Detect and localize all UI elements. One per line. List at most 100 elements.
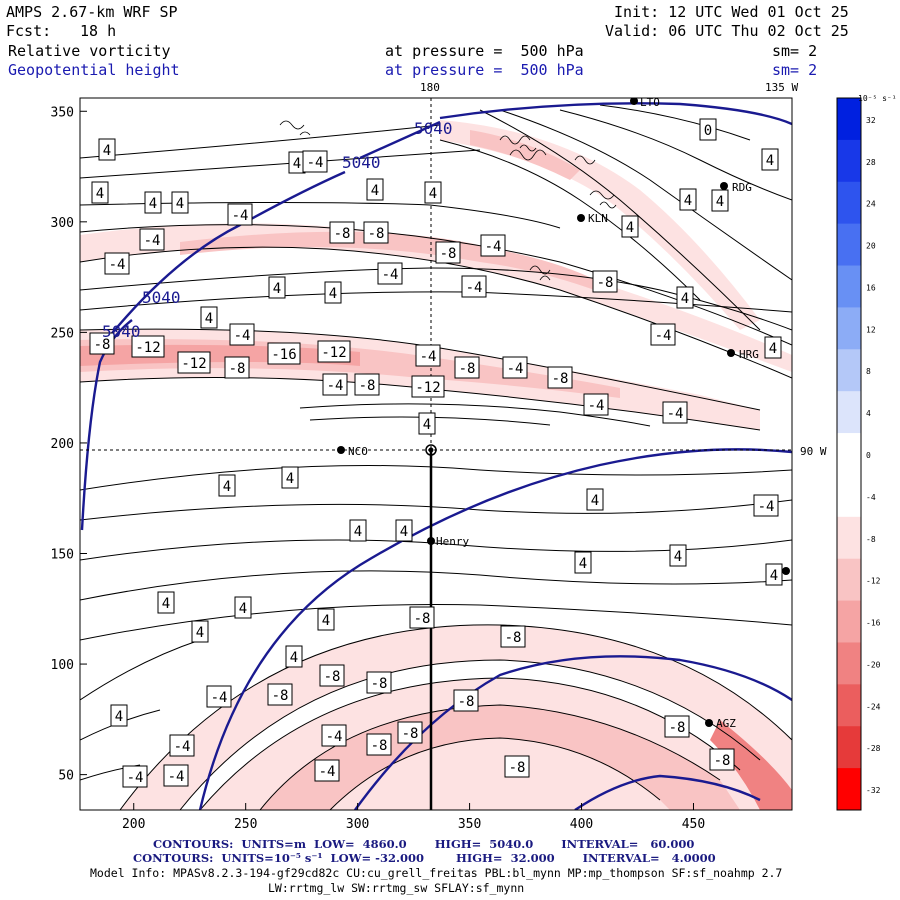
vorticity-contour-label: 4 — [676, 286, 694, 309]
vorticity-contour-label: -4 — [583, 393, 609, 416]
colorbar-tick-label: -4 — [866, 493, 876, 502]
y-tick-label: 300 — [51, 216, 74, 231]
vorticity-contour-label: 4 — [144, 191, 162, 214]
x-tick-label: 300 — [346, 817, 369, 832]
svg-text:4: 4 — [769, 341, 777, 357]
colorbar: 32 28 24 20 16 12 8 4 0 -4 -8 -12 -16 -20 -24 -28 -32 — [836, 97, 881, 811]
vorticity-contour-label: 4 — [157, 591, 175, 614]
svg-text:-4: -4 — [319, 764, 336, 780]
svg-text:-4: -4 — [326, 729, 343, 745]
vorticity-contour-label: -4 — [461, 275, 487, 298]
forecast-label: Fcst: — [6, 22, 52, 40]
y-tick-label: 150 — [51, 548, 74, 563]
y-tick-label: 100 — [51, 658, 74, 673]
height-contour-label: 5040 — [142, 288, 181, 307]
vorticity-contour-label: 4 — [317, 608, 335, 631]
lon-90w-label: 90 W — [800, 445, 827, 458]
vorticity-contour-label: -8 — [435, 241, 461, 264]
svg-text:AGZ: AGZ — [716, 717, 736, 730]
colorbar-tick-label: -24 — [866, 702, 881, 711]
vorticity-contour-label: -8 — [504, 755, 530, 778]
x-tick-label: 250 — [234, 817, 257, 832]
vorticity-contour-label: 4 — [349, 519, 367, 542]
svg-text:-4: -4 — [655, 328, 672, 344]
svg-text:-12: -12 — [135, 340, 160, 356]
svg-text:4: 4 — [115, 709, 123, 725]
lon-135w-label: 135 W — [765, 81, 798, 94]
svg-text:-8: -8 — [458, 694, 475, 710]
vorticity-contour-label: 0 — [699, 118, 717, 141]
svg-text:-4: -4 — [234, 328, 251, 344]
colorbar-swatch — [837, 642, 861, 685]
height-contour-label: 5040 — [414, 119, 453, 138]
vorticity-contour-label: -4 — [502, 356, 528, 379]
plot-frame — [79, 97, 793, 811]
vorticity-contour-label: -4 — [206, 685, 232, 708]
height-contour-label: 5040 — [102, 322, 141, 341]
svg-text:4: 4 — [684, 193, 692, 209]
footer-model-info-2: LW:rrtmg_lw SW:rrtmg_sw SFLAY:sf_mynn — [268, 881, 525, 895]
station-marker: NCO — [337, 445, 368, 458]
vorticity-contour-label: -8 — [592, 270, 618, 293]
station-marker: LTO — [630, 98, 660, 109]
colorbar-tick-label: -28 — [866, 744, 881, 753]
vorticity-contour-label: -4 — [650, 323, 676, 346]
vorticity-contour-label: -4 — [377, 262, 403, 285]
vorticity-contour-label: -4 — [662, 401, 688, 424]
colorbar-tick-label: 12 — [866, 325, 876, 334]
svg-text:-4: -4 — [168, 769, 185, 785]
vorticity-contour-label: 4 — [424, 181, 442, 204]
height-contours — [80, 102, 792, 810]
svg-text:-8: -8 — [459, 361, 476, 377]
svg-text:-8: -8 — [272, 688, 289, 704]
vorticity-contour-label: -4 — [163, 764, 189, 787]
colorbar-swatch — [837, 726, 861, 769]
vorticity-contour-label: -8 — [500, 625, 526, 648]
svg-text:4: 4 — [674, 549, 682, 565]
vorticity-contour-label: -8 — [454, 356, 480, 379]
colorbar-tick-label: -8 — [866, 535, 876, 544]
vorticity-contour-label: -8 — [709, 748, 735, 771]
svg-text:4: 4 — [429, 186, 437, 202]
colorbar-swatch — [837, 307, 861, 350]
svg-text:4: 4 — [329, 286, 337, 302]
vorticity-contour-label: 4 — [765, 563, 783, 586]
x-tick-label: 450 — [682, 817, 705, 832]
colorbar-tick-label: 32 — [866, 116, 876, 125]
vorticity-contour-label: 4 — [234, 596, 252, 619]
vorticity-contour-label: 4 — [281, 466, 299, 489]
colorbar-swatch — [837, 768, 861, 811]
footer-vorticity-contours: CONTOURS: UNITS=10⁻⁵ s⁻¹ LOW= -32.000 HI… — [133, 851, 716, 865]
vorticity-contour-label: -12 — [177, 351, 211, 374]
colorbar-tick-label: 0 — [866, 451, 871, 460]
vorticity-contour-label: 4 — [285, 645, 303, 668]
svg-text:-8: -8 — [414, 611, 431, 627]
svg-text:Henry: Henry — [436, 535, 469, 548]
y-tick-label: 200 — [51, 437, 74, 452]
vorticity-contour-label: 4 — [200, 306, 218, 329]
x-tick-label: 200 — [122, 817, 145, 832]
vorticity-contour-label: 4 — [574, 551, 592, 574]
svg-text:4: 4 — [176, 196, 184, 212]
height-contour-label: 5040 — [342, 153, 381, 172]
colorbar-swatch — [837, 684, 861, 727]
vorticity-contour-label: -8 — [329, 221, 355, 244]
svg-text:4: 4 — [286, 471, 294, 487]
field1-smoothing: sm= 2 — [772, 42, 818, 60]
svg-text:-4: -4 — [485, 239, 502, 255]
vorticity-contour-label: 4 — [268, 276, 286, 299]
vorticity-contour-label: -4 — [122, 765, 148, 788]
svg-text:-4: -4 — [211, 690, 228, 706]
vorticity-contour-label: -4 — [169, 734, 195, 757]
svg-text:NCO: NCO — [348, 445, 368, 458]
station-marker: HRG — [727, 348, 759, 361]
svg-text:4: 4 — [766, 153, 774, 169]
vorticity-contour-label: -8 — [224, 356, 250, 379]
vorticity-contour-label: -12 — [411, 375, 445, 398]
field2-name: Geopotential height — [8, 61, 180, 79]
svg-text:-4: -4 — [127, 770, 144, 786]
svg-text:4: 4 — [423, 417, 431, 433]
colorbar-swatch — [837, 139, 861, 183]
